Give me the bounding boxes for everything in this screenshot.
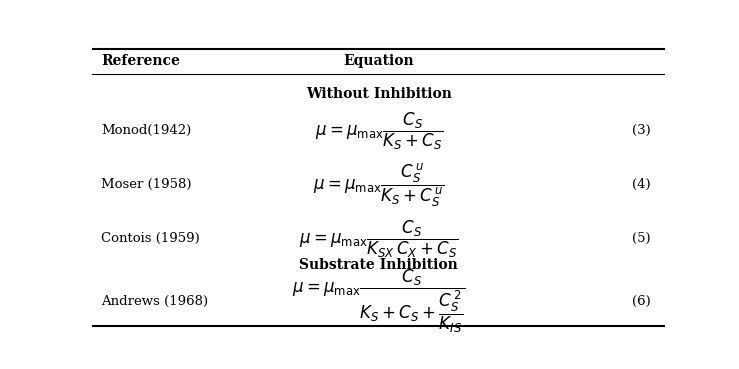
Text: (4): (4): [632, 179, 651, 192]
Text: (3): (3): [632, 124, 651, 137]
Text: Andrews (1968): Andrews (1968): [101, 295, 208, 308]
Text: Contois (1959): Contois (1959): [101, 232, 200, 245]
Text: (6): (6): [632, 295, 651, 308]
Text: Equation: Equation: [344, 54, 414, 68]
Text: Monod(1942): Monod(1942): [101, 124, 191, 137]
Text: Reference: Reference: [101, 54, 180, 68]
Text: (5): (5): [632, 232, 651, 245]
Text: Moser (1958): Moser (1958): [101, 179, 191, 192]
Text: Substrate Inhibition: Substrate Inhibition: [299, 258, 458, 272]
Text: $\mu = \mu_{\mathrm{max}} \dfrac{C_S^{\,u}}{K_S + C_S^{\,u}}$: $\mu = \mu_{\mathrm{max}} \dfrac{C_S^{\,…: [313, 161, 444, 208]
Text: $\mu = \mu_{\mathrm{max}} \dfrac{C_S}{K_S + C_S}$: $\mu = \mu_{\mathrm{max}} \dfrac{C_S}{K_…: [315, 110, 443, 152]
Text: $\mu = \mu_{\mathrm{max}} \dfrac{C_S}{K_S + C_S + \dfrac{C_S^{\,2}}{K_{IS}}}$: $\mu = \mu_{\mathrm{max}} \dfrac{C_S}{K_…: [292, 268, 466, 335]
Text: Without Inhibition: Without Inhibition: [306, 87, 452, 101]
Text: $\mu = \mu_{\mathrm{max}} \dfrac{C_S}{K_{SX}\, C_X + C_S}$: $\mu = \mu_{\mathrm{max}} \dfrac{C_S}{K_…: [299, 218, 458, 259]
